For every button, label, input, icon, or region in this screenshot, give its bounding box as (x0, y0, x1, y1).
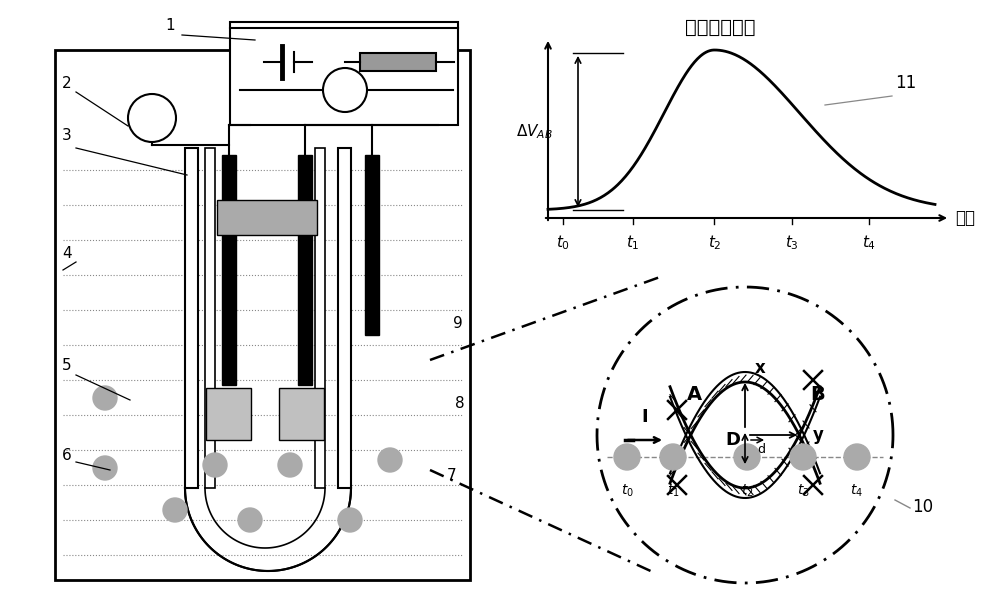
Text: 6: 6 (62, 448, 72, 463)
Circle shape (844, 444, 870, 470)
Bar (206, 388, 251, 440)
Text: 5: 5 (62, 358, 72, 373)
Circle shape (128, 94, 176, 142)
Text: $t_1$: $t_1$ (626, 233, 640, 252)
Circle shape (734, 444, 760, 470)
Text: 4: 4 (62, 246, 72, 261)
Text: $\Delta V_{AB}$: $\Delta V_{AB}$ (516, 122, 553, 141)
Bar (360, 53, 436, 71)
Bar (222, 155, 236, 385)
Bar (298, 155, 312, 385)
Text: $t_0$: $t_0$ (621, 483, 633, 499)
Bar (185, 148, 198, 488)
Bar (315, 148, 325, 488)
Bar (217, 200, 317, 235)
Circle shape (163, 498, 187, 522)
Text: $t_2$: $t_2$ (741, 483, 753, 499)
Text: I: I (642, 408, 648, 426)
Circle shape (323, 68, 367, 112)
Text: V: V (339, 82, 351, 98)
Text: 2: 2 (62, 76, 72, 91)
Circle shape (660, 444, 686, 470)
Text: $t_4$: $t_4$ (862, 233, 876, 252)
Text: 7: 7 (447, 468, 457, 483)
Text: $t_4$: $t_4$ (850, 483, 864, 499)
Text: B: B (810, 385, 825, 404)
Text: D: D (725, 431, 740, 449)
Bar (55, 50, 470, 580)
Circle shape (93, 456, 117, 480)
Text: 时间: 时间 (955, 209, 975, 227)
Text: $t_2$: $t_2$ (708, 233, 721, 252)
Text: x: x (755, 359, 766, 377)
Bar (230, 22, 458, 125)
Text: 3: 3 (62, 128, 72, 143)
Circle shape (93, 386, 117, 410)
Text: $t_0$: $t_0$ (556, 233, 571, 252)
Text: 电压脉冲信号: 电压脉冲信号 (685, 18, 755, 37)
Text: 11: 11 (895, 74, 916, 92)
Circle shape (790, 444, 816, 470)
Text: $t_3$: $t_3$ (785, 233, 799, 252)
Text: y: y (813, 426, 824, 444)
Text: d: d (757, 443, 765, 456)
Text: A: A (687, 385, 702, 404)
Circle shape (238, 508, 262, 532)
Text: 8: 8 (455, 396, 465, 411)
Bar (279, 388, 324, 440)
Text: $t_3$: $t_3$ (797, 483, 809, 499)
Circle shape (278, 453, 302, 477)
Text: 9: 9 (453, 316, 463, 331)
Text: B: B (146, 110, 158, 126)
Circle shape (203, 453, 227, 477)
Circle shape (378, 448, 402, 472)
Bar (205, 148, 215, 488)
Text: 1: 1 (165, 18, 175, 33)
Text: 10: 10 (912, 498, 933, 516)
Bar (338, 148, 351, 488)
Circle shape (338, 508, 362, 532)
Circle shape (614, 444, 640, 470)
Text: $t_1$: $t_1$ (667, 483, 679, 499)
Bar (365, 155, 379, 335)
